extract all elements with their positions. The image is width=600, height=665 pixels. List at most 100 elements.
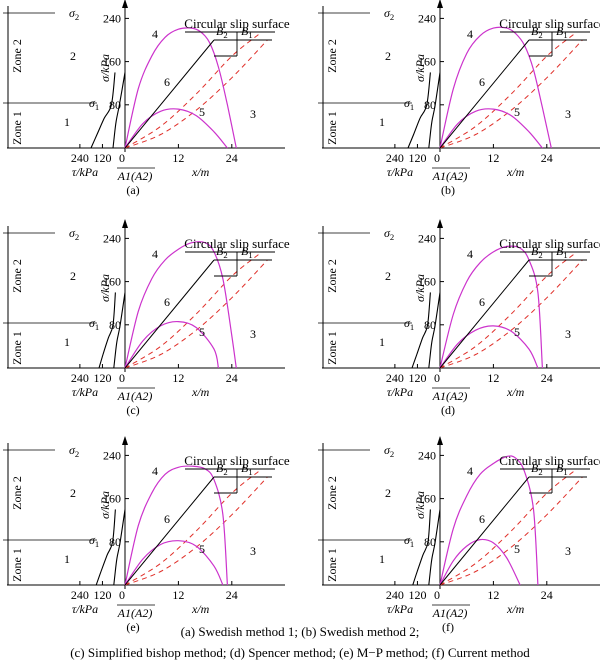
tau-curve-2 (428, 72, 441, 149)
circular-slip-surface-label: Circular slip surface (499, 16, 600, 31)
sigma-2-label: σ2 (69, 226, 79, 242)
y-axis-label: σ/kPa (413, 54, 427, 82)
y-tick-label: 240 (103, 231, 121, 245)
curve-label-1: 1 (64, 115, 70, 129)
sigma-axis-arrow (122, 0, 128, 8)
b2-label: B2 (531, 461, 543, 477)
b1-label: B1 (556, 24, 568, 40)
zone-1-label: Zone 1 (10, 111, 24, 145)
tau-tick-label: 240 (386, 588, 404, 602)
zone-2-label: Zone 2 (325, 259, 339, 293)
y-axis-label: σ/kPa (413, 274, 427, 302)
tau-tick-label: 120 (93, 371, 111, 385)
x-tick-label: 12 (172, 151, 184, 165)
curve-label-4: 4 (152, 27, 158, 41)
x-axis-label: x/m (506, 165, 525, 179)
x-axis-label: x/m (191, 165, 210, 179)
curve-label-5: 5 (514, 325, 520, 339)
slip-line-a-b2 (439, 476, 530, 586)
curve-label-3: 3 (565, 327, 571, 341)
curve-label-1: 1 (64, 335, 70, 349)
y-tick-label: 240 (103, 448, 121, 462)
origin-label: 0 (119, 588, 125, 602)
dashed-curve-5 (124, 34, 259, 149)
curve-label-4: 4 (152, 464, 158, 478)
y-tick-label: 160 (418, 275, 436, 289)
panel-label: (e) (126, 620, 139, 634)
sigma-2-label: σ2 (69, 6, 79, 22)
dashed-curve-3 (124, 476, 268, 586)
y-tick-label: 240 (103, 11, 121, 25)
x-axis-label: x/m (191, 385, 210, 399)
tau-curve-2 (113, 509, 126, 586)
y-tick-label: 160 (418, 55, 436, 69)
x-axis-label: x/m (506, 602, 525, 616)
curve-label-3: 3 (250, 544, 256, 558)
x-axis-label: x/m (191, 602, 210, 616)
panel-label: (d) (441, 403, 455, 417)
origin-label: 0 (434, 371, 440, 385)
curve-label-3: 3 (250, 107, 256, 121)
y-tick-label: 160 (103, 55, 121, 69)
sigma-axis-arrow (122, 436, 128, 445)
tau-tick-label: 240 (71, 588, 89, 602)
tau-tick-label: 120 (93, 151, 111, 165)
point-a-label: A1(A2) (432, 389, 468, 403)
y-axis-label: σ/kPa (98, 274, 112, 302)
circular-slip-surface-label: Circular slip surface (184, 453, 290, 468)
dashed-curve-3 (439, 259, 583, 369)
point-a-label: A1(A2) (432, 169, 468, 183)
curve-label-3: 3 (565, 107, 571, 121)
origin-label: 0 (119, 151, 125, 165)
zone-2-label: Zone 2 (325, 39, 339, 73)
b2-label: B2 (216, 461, 228, 477)
curve-label-1: 1 (64, 552, 70, 566)
sigma-axis-arrow (122, 219, 128, 228)
curve-label-6: 6 (479, 512, 485, 526)
origin-label: 0 (434, 588, 440, 602)
tau-tick-label: 120 (408, 588, 426, 602)
curve-label-2: 2 (70, 49, 76, 63)
curve-label-5: 5 (514, 105, 520, 119)
tau-curve-1 (95, 509, 116, 586)
sigma-curve-6 (439, 108, 543, 149)
b1-label: B1 (241, 244, 253, 260)
y-axis-label: σ/kPa (98, 54, 112, 82)
x-tick-label: 24 (226, 588, 238, 602)
sigma-curve-6 (124, 540, 224, 586)
zone-2-label: Zone 2 (10, 39, 24, 73)
panel-label: (b) (441, 183, 455, 197)
y-axis-label: σ/kPa (98, 491, 112, 519)
tau-curve-2 (112, 72, 126, 149)
zone-2-label: Zone 2 (325, 476, 339, 510)
y-tick-label: 160 (418, 492, 436, 506)
slip-line-a-b2 (439, 39, 530, 149)
panel-label: (a) (126, 183, 139, 197)
zone-2-label: Zone 2 (10, 259, 24, 293)
x-tick-label: 12 (487, 588, 499, 602)
dashed-curve-3 (124, 39, 268, 149)
point-a-label: A1(A2) (432, 606, 468, 620)
y-axis-label: σ/kPa (413, 491, 427, 519)
dashed-curve-3 (439, 476, 583, 586)
dashed-curve-5 (439, 471, 574, 586)
curve-label-3: 3 (565, 544, 571, 558)
b1-label: B1 (241, 24, 253, 40)
sigma-curve-6 (439, 325, 539, 369)
slip-line-a-b2 (124, 476, 215, 586)
point-a-label: A1(A2) (117, 389, 153, 403)
sigma-axis-arrow (437, 436, 443, 445)
dashed-curve-3 (439, 39, 583, 149)
slip-line-a-b2 (439, 259, 530, 369)
curve-label-2: 2 (70, 486, 76, 500)
sigma-1-label: σ1 (404, 96, 414, 112)
sigma-axis-arrow (437, 219, 443, 228)
x-tick-label: 24 (541, 588, 553, 602)
x-tick-label: 24 (226, 371, 238, 385)
curve-label-5: 5 (199, 325, 205, 339)
dashed-curve-5 (439, 34, 574, 149)
